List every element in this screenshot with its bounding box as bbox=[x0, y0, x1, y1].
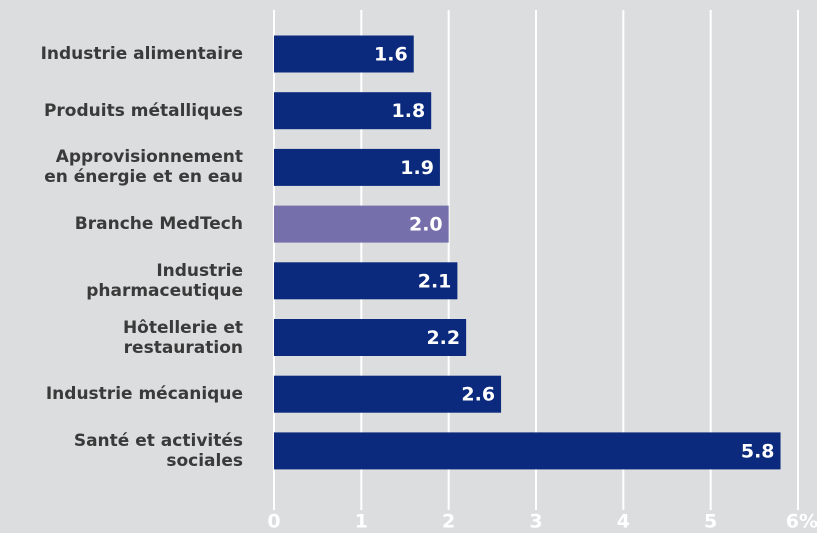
bar bbox=[274, 432, 781, 470]
data-label: 2.1 bbox=[418, 270, 452, 292]
category-label: Approvisionnement en énergie et en eau bbox=[44, 147, 243, 188]
x-tick-label: 5 bbox=[704, 511, 717, 533]
data-label: 1.9 bbox=[400, 157, 434, 179]
data-label: 1.6 bbox=[374, 44, 408, 66]
data-label: 2.6 bbox=[461, 384, 495, 406]
category-label: Hôtellerie et restauration bbox=[122, 317, 243, 358]
bar bbox=[274, 375, 502, 413]
category-label: Industrie mécanique bbox=[45, 384, 243, 405]
x-tick-label: 4 bbox=[617, 511, 630, 533]
x-tick-label: 3 bbox=[529, 511, 542, 533]
bar bbox=[274, 148, 440, 186]
x-tick-label: 0 bbox=[267, 511, 280, 533]
category-label: Industrie alimentaire bbox=[40, 44, 243, 64]
data-label: 5.8 bbox=[741, 440, 775, 462]
category-label: Industrie pharmaceutique bbox=[86, 260, 243, 301]
category-label: Santé et activités sociales bbox=[73, 430, 243, 471]
bar bbox=[274, 92, 432, 130]
x-tick-label: 6% bbox=[786, 511, 817, 533]
bar bbox=[274, 262, 458, 300]
data-label: 2.2 bbox=[426, 327, 460, 349]
category-label: Produits métalliques bbox=[43, 100, 243, 121]
data-label: 1.8 bbox=[392, 100, 426, 122]
x-tick-label: 2 bbox=[442, 511, 455, 533]
x-tick-label: 1 bbox=[355, 511, 368, 533]
bar bbox=[274, 319, 467, 356]
data-label: 2.0 bbox=[409, 214, 443, 236]
bar bbox=[274, 35, 414, 73]
category-label: Branche MedTech bbox=[74, 214, 243, 235]
bar bbox=[274, 205, 449, 243]
